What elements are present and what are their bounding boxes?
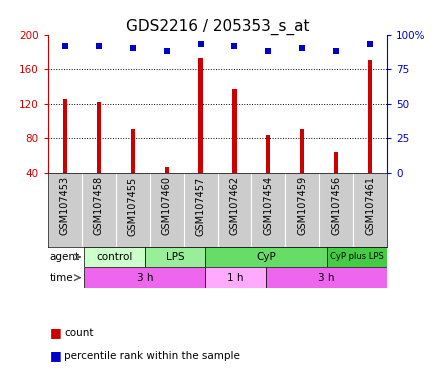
Text: control: control xyxy=(96,252,132,262)
Text: GSM107454: GSM107454 xyxy=(263,176,273,235)
Bar xyxy=(333,152,338,173)
Text: GSM107462: GSM107462 xyxy=(229,176,239,235)
Bar xyxy=(96,102,101,173)
Text: percentile rank within the sample: percentile rank within the sample xyxy=(64,351,240,361)
Text: ■: ■ xyxy=(50,326,62,339)
Text: GSM107458: GSM107458 xyxy=(94,176,103,235)
Text: count: count xyxy=(64,328,94,338)
Text: 3 h: 3 h xyxy=(318,273,334,283)
Text: time: time xyxy=(49,273,73,283)
Text: GSM107460: GSM107460 xyxy=(161,176,171,235)
Bar xyxy=(62,99,67,173)
Bar xyxy=(130,129,135,173)
Bar xyxy=(326,247,386,267)
Bar xyxy=(205,247,326,267)
Bar xyxy=(232,89,236,173)
Bar xyxy=(367,60,372,173)
Bar xyxy=(299,129,304,173)
Bar xyxy=(84,247,145,267)
Text: GSM107457: GSM107457 xyxy=(195,176,205,235)
Text: GSM107461: GSM107461 xyxy=(365,176,374,235)
Text: GSM107459: GSM107459 xyxy=(297,176,306,235)
Title: GDS2216 / 205353_s_at: GDS2216 / 205353_s_at xyxy=(125,18,309,35)
Bar xyxy=(164,167,168,173)
Text: GSM107453: GSM107453 xyxy=(60,176,69,235)
Text: GSM107456: GSM107456 xyxy=(331,176,340,235)
Text: agent: agent xyxy=(49,252,79,262)
Text: 1 h: 1 h xyxy=(227,273,243,283)
Text: LPS: LPS xyxy=(165,252,184,262)
Text: CyP: CyP xyxy=(256,252,275,262)
Bar xyxy=(205,267,265,288)
Text: CyP plus LPS: CyP plus LPS xyxy=(329,252,383,262)
Bar xyxy=(84,267,205,288)
Text: 3 h: 3 h xyxy=(136,273,153,283)
Text: ■: ■ xyxy=(50,349,62,362)
Text: GSM107455: GSM107455 xyxy=(128,176,137,235)
Bar xyxy=(266,135,270,173)
Bar xyxy=(265,267,386,288)
Bar xyxy=(145,247,205,267)
Bar xyxy=(198,58,202,173)
